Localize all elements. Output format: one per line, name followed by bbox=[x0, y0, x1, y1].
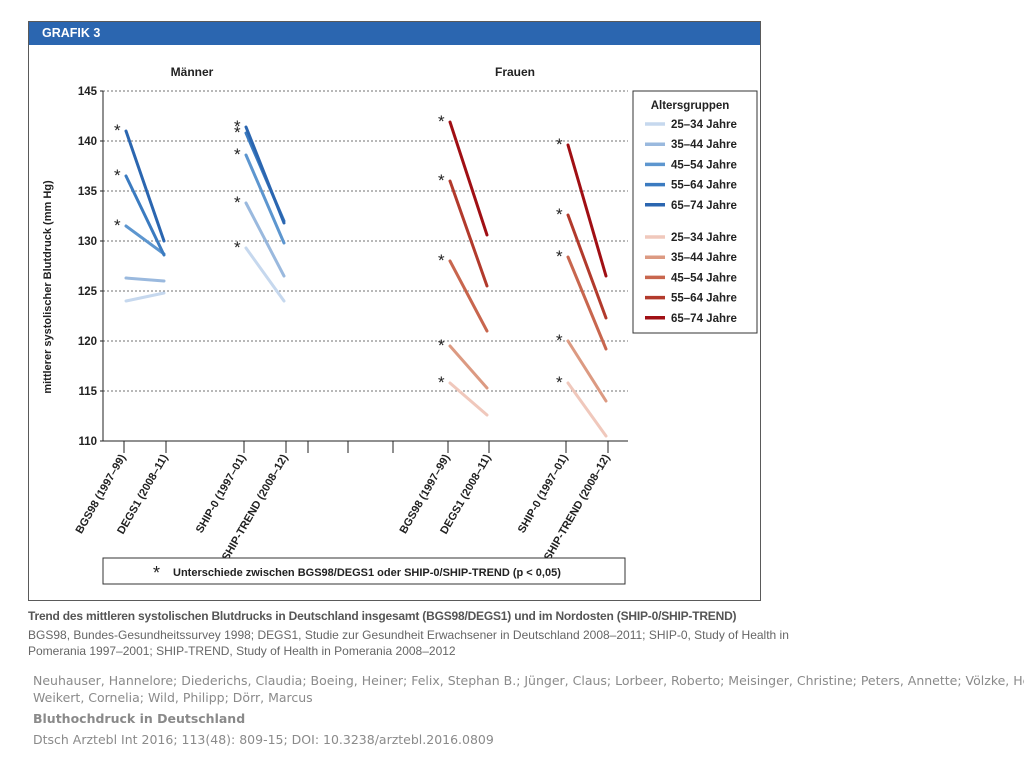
chart-series bbox=[124, 120, 608, 438]
series-line bbox=[566, 339, 608, 403]
significance-star: * bbox=[438, 251, 445, 270]
significance-star: * bbox=[438, 336, 445, 355]
significance-star: * bbox=[234, 117, 241, 136]
x-tick-labels: BGS98 (1997–99)DEGS1 (2008–11) SHIP-0 (19… bbox=[74, 452, 613, 563]
significance-star: * bbox=[556, 247, 563, 266]
y-tick-label: 120 bbox=[78, 336, 97, 348]
panel-title-maenner: Männer bbox=[171, 65, 214, 79]
significance-star: * bbox=[556, 135, 563, 154]
citation-title: Bluthochdruck in Deutschland bbox=[33, 711, 246, 726]
citation-authors-line-1: Neuhauser, Hannelore; Diederichs, Claudi… bbox=[33, 673, 1024, 688]
legend-entry-label: 25–34 Jahre bbox=[671, 232, 737, 244]
series-line bbox=[448, 120, 489, 237]
y-tick-label: 140 bbox=[78, 136, 97, 148]
legend-entry-label: 35–44 Jahre bbox=[671, 139, 737, 151]
chart-axes: 110 115 120 125 130 135 140 145 bbox=[78, 86, 628, 453]
significance-star: * bbox=[114, 216, 121, 235]
series-line bbox=[448, 259, 489, 333]
caption-line-1: BGS98, Bundes-Gesundheitssurvey 1998; DE… bbox=[28, 628, 789, 642]
series-line bbox=[124, 291, 166, 303]
footnote-star: * bbox=[153, 563, 160, 583]
caption-line-2: Pomerania 1997–2001; SHIP-TREND, Study o… bbox=[28, 644, 456, 658]
significance-star: * bbox=[556, 373, 563, 392]
legend-entry-label: 55–64 Jahre bbox=[671, 180, 737, 192]
legend-entry-label: 45–54 Jahre bbox=[671, 159, 737, 171]
significance-star: * bbox=[556, 205, 563, 224]
y-tick-label: 135 bbox=[78, 186, 98, 198]
series-line bbox=[566, 143, 608, 278]
series-line bbox=[448, 179, 489, 288]
footnote-text: Unterschiede zwischen BGS98/DEGS1 oder S… bbox=[173, 567, 561, 579]
significance-star: * bbox=[556, 331, 563, 350]
legend-entry-label: 65–74 Jahre bbox=[671, 313, 737, 325]
legend-title: Altersgruppen bbox=[651, 100, 730, 112]
chart: 110 115 120 125 130 135 140 145 BGS98 (1997–99)… bbox=[42, 65, 758, 585]
y-tick-label: 145 bbox=[78, 86, 98, 98]
legend-entry-label: 65–74 Jahre bbox=[671, 200, 737, 212]
significance-star: * bbox=[438, 112, 445, 131]
y-tick-label: 115 bbox=[78, 386, 97, 398]
significance-star: * bbox=[438, 171, 445, 190]
legend-box bbox=[632, 90, 758, 334]
legend-entry-label: 25–34 Jahre bbox=[671, 119, 737, 131]
series-line bbox=[244, 201, 286, 278]
caption-title: Trend des mittleren systolischen Blutdru… bbox=[28, 609, 737, 623]
legend-entry-label: 45–54 Jahre bbox=[671, 272, 737, 284]
y-tick-label: 125 bbox=[78, 286, 98, 298]
series-line bbox=[566, 255, 608, 351]
significance-markers: ****************** bbox=[114, 112, 563, 392]
significance-star: * bbox=[234, 193, 241, 212]
legend-entries: 25–34 Jahre 35–44 Jahre 45–54 Jahre 55–64 J… bbox=[645, 119, 737, 325]
series-line bbox=[448, 344, 489, 390]
significance-star: * bbox=[234, 238, 241, 257]
figure-header: GRAFIK 3 bbox=[29, 22, 760, 45]
y-tick-label: 110 bbox=[78, 436, 97, 448]
series-line bbox=[244, 125, 286, 225]
series-line bbox=[566, 381, 608, 438]
series-line bbox=[124, 129, 166, 243]
legend-entry-label: 35–44 Jahre bbox=[671, 252, 737, 264]
citation-journal: Dtsch Arztebl Int 2016; 113(48): 809-15;… bbox=[33, 732, 494, 747]
significance-star: * bbox=[438, 373, 445, 392]
series-line bbox=[448, 381, 489, 417]
legend: Altersgruppen 25–34 Jahre 35–44 Jahre 45–5… bbox=[632, 90, 758, 334]
series-line bbox=[566, 213, 608, 320]
significance-star: * bbox=[234, 123, 241, 142]
chart-grid bbox=[103, 90, 628, 392]
footnote-box: * Unterschiede zwischen BGS98/DEGS1 oder… bbox=[102, 557, 626, 585]
series-line bbox=[124, 224, 166, 256]
significance-star: * bbox=[114, 121, 121, 140]
series-line bbox=[244, 246, 286, 303]
series-line bbox=[244, 153, 286, 245]
legend-entry-label: 55–64 Jahre bbox=[671, 293, 737, 305]
significance-star: * bbox=[234, 145, 241, 164]
panel-title-frauen: Frauen bbox=[495, 65, 535, 79]
significance-star: * bbox=[114, 166, 121, 185]
figure-header-label: GRAFIK 3 bbox=[42, 26, 101, 40]
y-tick-label: 130 bbox=[78, 236, 97, 248]
series-line bbox=[124, 276, 166, 283]
series-line bbox=[124, 174, 166, 257]
footnote-border bbox=[102, 557, 626, 585]
y-axis-label: mittlerer systolischer Blutdruck (mm Hg) bbox=[42, 180, 54, 394]
citation-authors-line-2: Weikert, Cornelia; Wild, Philipp; Dörr, … bbox=[33, 690, 313, 705]
